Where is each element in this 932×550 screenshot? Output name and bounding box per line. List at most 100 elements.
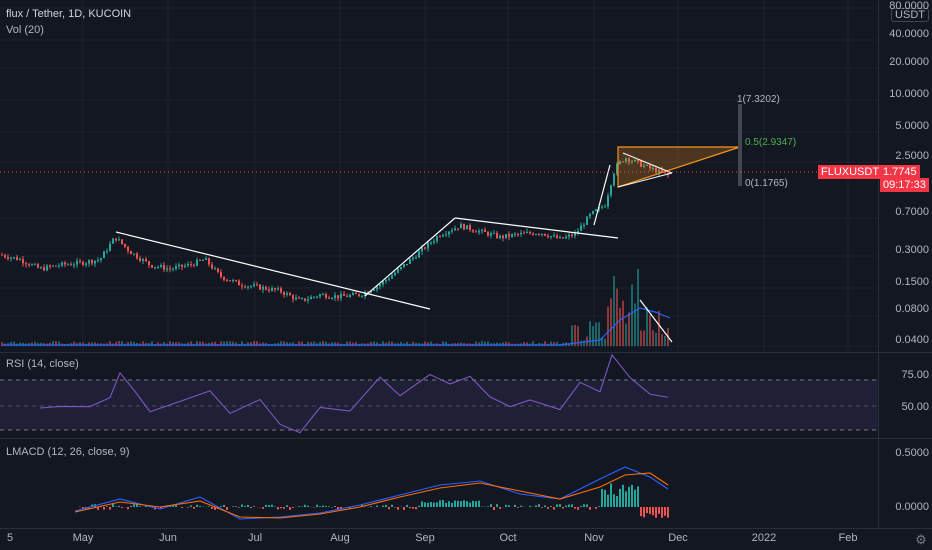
candle-body (553, 235, 555, 237)
candle-body (355, 293, 357, 295)
macd-histogram-bar (430, 501, 432, 507)
currency-badge[interactable]: USDT (891, 8, 929, 22)
macd-histogram-bar (223, 504, 225, 507)
rsi-pane[interactable] (0, 353, 878, 438)
macd-histogram-bar (418, 505, 420, 507)
volume-bar (214, 341, 216, 346)
rsi-chart[interactable] (0, 353, 878, 438)
candle-body (136, 253, 138, 259)
volume-bar (313, 341, 315, 346)
macd-histogram-bar (397, 507, 399, 510)
macd-histogram-bar (565, 505, 567, 507)
macd-histogram-bar (463, 500, 465, 507)
candle-body (253, 284, 255, 287)
candle-body (412, 257, 414, 260)
volume-bar (607, 306, 609, 346)
candle-body (394, 272, 396, 276)
volume-label: Vol (20) (6, 24, 44, 36)
candle-body (604, 206, 606, 208)
candle-body (637, 160, 639, 162)
candle-body (556, 235, 558, 239)
volume-bar (481, 341, 483, 346)
pane-separator[interactable] (0, 352, 932, 353)
candle-body (661, 169, 663, 173)
volume-bar (319, 341, 321, 346)
macd-histogram-bar (382, 505, 384, 507)
countdown-badge: 09:17:33 (880, 178, 929, 192)
price-axis[interactable]: USDT 80.0000 40.0000 20.0000 10.0000 5.0… (878, 0, 932, 528)
time-axis-separator (0, 528, 932, 529)
volume-bar (661, 334, 663, 346)
macd-histogram-bar (127, 507, 129, 510)
candle-body (532, 233, 534, 235)
macd-histogram-bar (424, 502, 426, 507)
volume-bar (601, 337, 603, 346)
volume-bar (622, 300, 624, 346)
candle-body (436, 236, 438, 242)
macd-histogram-bar (562, 507, 564, 509)
macd-histogram-bar (304, 504, 306, 507)
volume-bar (91, 342, 93, 346)
volume-bar (208, 342, 210, 346)
candle-body (502, 235, 504, 239)
volume-bar (556, 341, 558, 346)
candle-body (280, 288, 282, 293)
volume-bar (307, 341, 309, 346)
volume-bar (631, 284, 633, 346)
gear-icon[interactable]: ⚙ (915, 532, 927, 547)
candle-body (103, 251, 105, 259)
volume-bar (595, 322, 597, 346)
candle-body (526, 232, 528, 234)
macd-histogram-bar (334, 505, 336, 507)
time-tick: 5 (6, 532, 14, 544)
macd-histogram-bar (658, 507, 660, 514)
candle-body (4, 255, 6, 258)
volume-bar (610, 298, 612, 346)
trendline (364, 217, 456, 297)
candle-body (385, 279, 387, 282)
candle-body (43, 267, 45, 271)
macd-histogram-bar (139, 506, 141, 507)
candle-body (313, 296, 315, 298)
candle-body (112, 238, 114, 244)
volume-bar (592, 326, 594, 346)
macd-histogram-bar (622, 484, 624, 507)
time-tick: May (72, 532, 94, 544)
volume-bar (232, 341, 234, 346)
lmacd-chart[interactable] (0, 439, 878, 528)
macd-histogram-bar (604, 489, 606, 507)
lmacd-pane[interactable] (0, 439, 878, 528)
candle-body (238, 280, 240, 286)
time-axis[interactable] (0, 529, 878, 550)
candle-body (322, 294, 324, 296)
time-tick: Aug (330, 532, 350, 544)
candle-body (535, 234, 537, 236)
macd-histogram-bar (97, 507, 99, 510)
volume-bar (88, 342, 90, 346)
volume-bar (157, 342, 159, 346)
candle-body (40, 267, 42, 269)
candle-body (346, 295, 348, 297)
candle-body (25, 263, 27, 265)
pane-separator[interactable] (0, 438, 932, 439)
macd-tick: 0.5000 (895, 447, 929, 459)
macd-histogram-bar (493, 507, 495, 510)
lmacd-label: LMACD (12, 26, close, 9) (6, 446, 130, 458)
candle-body (442, 235, 444, 237)
triangle-pattern (617, 146, 741, 188)
candle-body (505, 234, 507, 239)
volume-bar (253, 341, 255, 346)
price-pane[interactable] (0, 0, 878, 352)
time-tick: Oct (499, 532, 517, 544)
macd-histogram-bar (241, 504, 243, 507)
volume-bar (163, 342, 165, 346)
macd-histogram-bar (601, 488, 603, 507)
candle-body (361, 295, 363, 297)
candle-body (289, 293, 291, 296)
trendline (115, 231, 431, 310)
volume-bar (412, 341, 414, 346)
macd-histogram-bar (181, 507, 183, 508)
candle-body (658, 169, 660, 173)
rsi-label: RSI (14, close) (6, 358, 79, 370)
price-chart[interactable] (0, 0, 878, 352)
